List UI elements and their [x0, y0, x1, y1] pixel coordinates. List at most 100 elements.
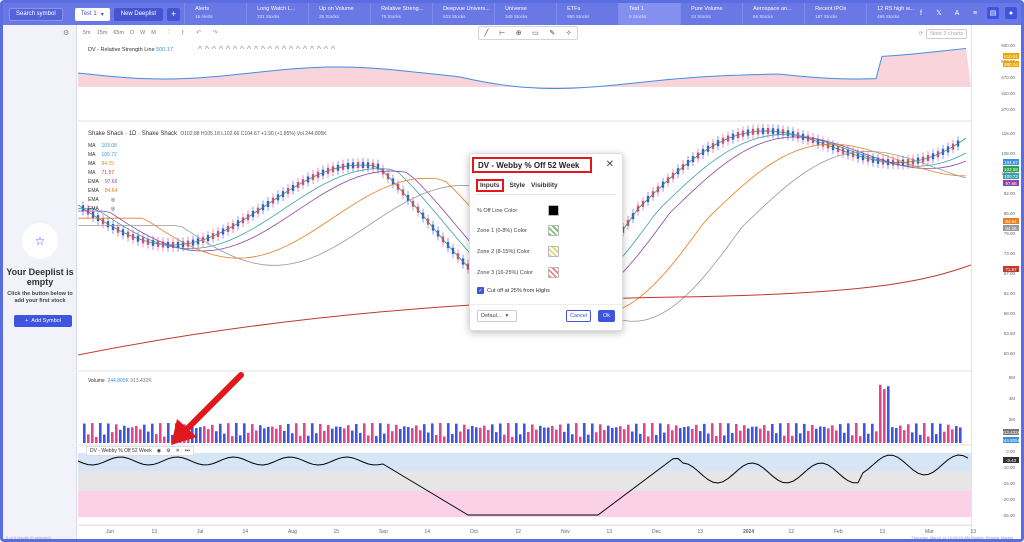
- volume-bar: [479, 427, 482, 443]
- timeframe-5m[interactable]: 5m: [83, 29, 91, 36]
- gear-icon[interactable]: ⚙: [63, 30, 70, 37]
- tab-10[interactable]: Recent IPOs 187 Stocks: [804, 3, 866, 25]
- volume-bar: [631, 431, 634, 443]
- layout-icon[interactable]: ▤: [987, 7, 999, 19]
- add-symbol-button[interactable]: + Add Symbol: [14, 315, 72, 327]
- ma-row[interactable]: MA 84.25: [88, 161, 114, 167]
- settings-gear-icon[interactable]: ⚙: [166, 448, 171, 454]
- close-icon[interactable]: ✕: [175, 448, 180, 454]
- timeframe-W[interactable]: W: [140, 29, 146, 36]
- close-icon[interactable]: ✕: [605, 159, 614, 170]
- tab-count: 331 Stocks: [257, 14, 280, 19]
- timeframe-65m[interactable]: 65m: [113, 29, 125, 36]
- font-icon[interactable]: A: [954, 9, 960, 17]
- tab-4[interactable]: Deepvue Univers... 523 Stocks: [432, 3, 494, 25]
- volume-title: Volume: [88, 378, 105, 384]
- more-icon[interactable]: •••: [184, 448, 191, 454]
- tab-count: 24 Stocks: [691, 14, 711, 19]
- volume-bar: [435, 435, 438, 443]
- ma-row[interactable]: EMA ◎: [88, 197, 115, 203]
- chart-area[interactable]: 5m 15m 65m D W M ⫶ ƒ ↶ ↷ ╱ ⊢ ⊕ ▭ ✎ ✧ ⟳ Note 3 cha…: [78, 25, 1021, 539]
- volume-bar: [683, 426, 686, 443]
- timeframe-D[interactable]: D: [130, 29, 135, 36]
- ma-row[interactable]: MA 103.08: [88, 143, 117, 149]
- tab-6[interactable]: ETFs 950 Stocks: [556, 3, 618, 25]
- horizontal-line-icon[interactable]: ⊢: [499, 30, 506, 37]
- color-swatch-off-line[interactable]: [548, 205, 559, 216]
- ma-row[interactable]: MA 100.72: [88, 152, 117, 158]
- volume-bar: [251, 424, 254, 443]
- user-icon[interactable]: ●: [1005, 7, 1017, 19]
- tab-3[interactable]: Relative Streng... 75 Stocks: [370, 3, 432, 25]
- tab-9[interactable]: Aerospace an... 66 Stocks: [742, 3, 804, 25]
- tab-visibility[interactable]: Visibility: [531, 182, 558, 189]
- color-swatch-zone1[interactable]: [548, 225, 559, 236]
- tab-11[interactable]: 12 RS high w... 466 Stocks: [866, 3, 928, 25]
- tab-count: 75 Stocks: [381, 14, 401, 19]
- tab-8[interactable]: Pure Volume 24 Stocks: [680, 3, 742, 25]
- tab-2[interactable]: Up on Volume 25 Stocks: [308, 3, 370, 25]
- status-left: 0 of 0 results (0 selected): [6, 535, 51, 540]
- color-swatch-zone2[interactable]: [548, 246, 559, 257]
- search-symbol-button[interactable]: Search symbol: [9, 7, 63, 21]
- indicators-icon[interactable]: ƒ: [181, 29, 185, 36]
- volume-bar: [311, 423, 314, 443]
- time-axis[interactable]: Jun 13 Jul 14 Aug 15 Sep 14 Oct 12 Nov 13 Dec 13 2024 1…: [78, 525, 976, 539]
- x-icon[interactable]: 𝕏: [936, 10, 942, 17]
- ma-row[interactable]: EMA 97.66: [88, 179, 117, 185]
- ma-name: EMA: [88, 197, 99, 203]
- chart-canvas[interactable]: [78, 25, 1021, 539]
- axis-label: 50.60: [1003, 351, 1015, 356]
- tab-0[interactable]: Alerts 16 Alerts: [184, 3, 246, 25]
- tab-5[interactable]: Universe 349 Stocks: [494, 3, 556, 25]
- ma-row[interactable]: EMA ◎: [88, 206, 115, 212]
- comment-icon[interactable]: ▭: [532, 30, 539, 37]
- volume-bar: [323, 430, 326, 443]
- add-icon[interactable]: ⊕: [515, 30, 522, 37]
- volume-bar: [539, 425, 542, 443]
- cutoff-checkbox-row[interactable]: ✓ Cut off at 25% from Highs: [477, 287, 550, 294]
- color-swatch-zone3[interactable]: [548, 267, 559, 278]
- volume-bar: [439, 423, 442, 443]
- timeframe-15m[interactable]: 15m: [96, 29, 108, 36]
- trendline-icon[interactable]: ╱: [484, 30, 489, 37]
- stack-icon[interactable]: ≡: [972, 9, 978, 17]
- current-list-selector[interactable]: Test 1 ▾: [74, 7, 110, 21]
- facebook-icon[interactable]: f: [920, 9, 922, 17]
- timeframe-M[interactable]: M: [151, 29, 156, 36]
- eye-off-icon[interactable]: ◎: [110, 206, 116, 212]
- volume-bar: [215, 431, 218, 443]
- price-axis[interactable]: [971, 25, 1021, 539]
- candle-icon[interactable]: ⫶: [167, 29, 170, 35]
- new-deeplist-button[interactable]: New Deeplist: [113, 7, 164, 21]
- volume-bar: [331, 428, 334, 443]
- add-list-button[interactable]: +: [167, 7, 181, 21]
- volume-bar: [863, 423, 866, 443]
- checkbox-checked-icon[interactable]: ✓: [477, 287, 484, 294]
- undo-icon[interactable]: ↶: [196, 29, 201, 36]
- sync-icon[interactable]: ⟳: [918, 31, 924, 37]
- volume-bar: [815, 428, 818, 443]
- volume-bar: [547, 427, 550, 443]
- empty-subtitle: Click the button below to add your first…: [7, 291, 73, 304]
- defaults-select[interactable]: Defaul... ▾: [477, 310, 517, 322]
- tab-style[interactable]: Style: [509, 182, 526, 189]
- time-label: 15: [333, 529, 340, 535]
- price-tag: 97.66: [1003, 180, 1019, 186]
- ma-row[interactable]: MA 71.57: [88, 170, 114, 176]
- ok-button[interactable]: Ok: [598, 310, 615, 322]
- eye-icon[interactable]: ◉: [156, 448, 162, 454]
- redo-icon[interactable]: ↷: [212, 29, 218, 36]
- price-tag: 580.04: [1003, 61, 1019, 67]
- tab-1[interactable]: Long Watch L... 331 Stocks: [246, 3, 308, 25]
- tab-inputs[interactable]: Inputs: [476, 179, 504, 192]
- ma-row[interactable]: EMA 84.64: [88, 188, 117, 194]
- tab-7[interactable]: Test 1 0 Stocks: [618, 3, 681, 25]
- note-charts-select[interactable]: Note 3 charts: [926, 29, 967, 39]
- brush-icon[interactable]: ✎: [549, 30, 556, 37]
- divider: [476, 194, 616, 195]
- eye-off-icon[interactable]: ◎: [110, 197, 116, 203]
- magic-icon[interactable]: ✧: [565, 30, 572, 37]
- cancel-button[interactable]: Cancel: [566, 310, 591, 322]
- price-tag: 610.51: [1003, 53, 1019, 59]
